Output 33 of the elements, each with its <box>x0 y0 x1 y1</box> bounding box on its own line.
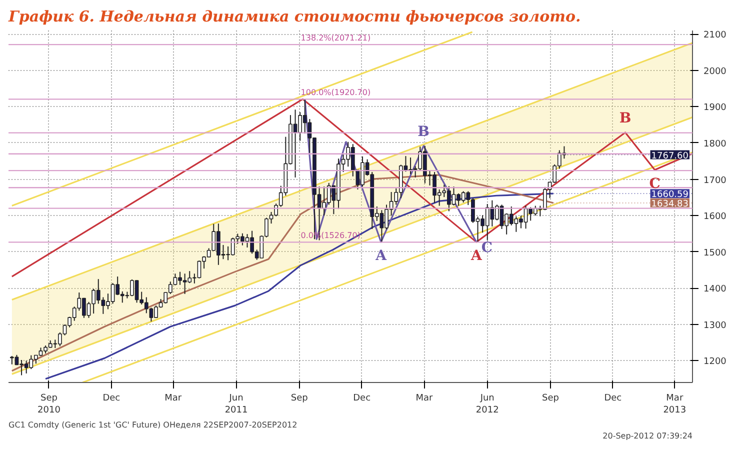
y-tick-label: 1400 <box>704 284 727 295</box>
x-tick-label: Dec <box>604 394 622 404</box>
y-tick-label: 2100 <box>704 30 727 41</box>
x-tick-label: Mar <box>416 394 434 404</box>
x-tick-label: Jun 2012 <box>476 394 499 416</box>
y-tick-label: 1300 <box>704 320 727 331</box>
chart-title: График 6. Недельная динамика стоимости фьючерсов золото. <box>8 8 581 26</box>
x-tick-label: Sep <box>542 394 560 404</box>
line-series <box>11 98 692 278</box>
x-tick-label: Sep 2010 <box>38 394 61 416</box>
text: GC1 Comdty (Generic 1st 'GC' Future) ОНеделя 22SEP2007-20SEP2012 <box>8 420 298 430</box>
x-tick-label: Sep <box>290 394 308 404</box>
x-tick-label: Mar <box>164 394 182 404</box>
x-tick-label: Dec <box>353 394 371 404</box>
annotation: 1767.60 <box>651 151 689 162</box>
annotation: 1660.59 <box>651 190 689 200</box>
x-tick-label: Mar 2013 <box>663 394 686 416</box>
x-tick-label: Jun 2011 <box>224 394 248 416</box>
text: 20-Sep-2012 07:39:24 <box>602 432 693 440</box>
data-label: A <box>374 248 388 264</box>
ref-line-label: 138.2%(2071.21) <box>300 34 371 43</box>
data-label: C <box>481 240 493 256</box>
y-tick-label: 1700 <box>704 176 727 186</box>
y-tick-label: 1600 <box>704 212 727 222</box>
x-tick-label: Dec <box>102 394 120 404</box>
y-tick-label: 2000 <box>704 66 727 77</box>
y-tick-label: 1900 <box>704 103 727 114</box>
y-tick-label: 1200 <box>704 357 727 368</box>
data-label: B <box>619 110 632 126</box>
y-tick-label: 1800 <box>704 139 727 150</box>
annotation: 1634.83 <box>651 199 688 210</box>
data-label: A <box>470 248 483 264</box>
y-tick-label: 1500 <box>704 248 727 258</box>
